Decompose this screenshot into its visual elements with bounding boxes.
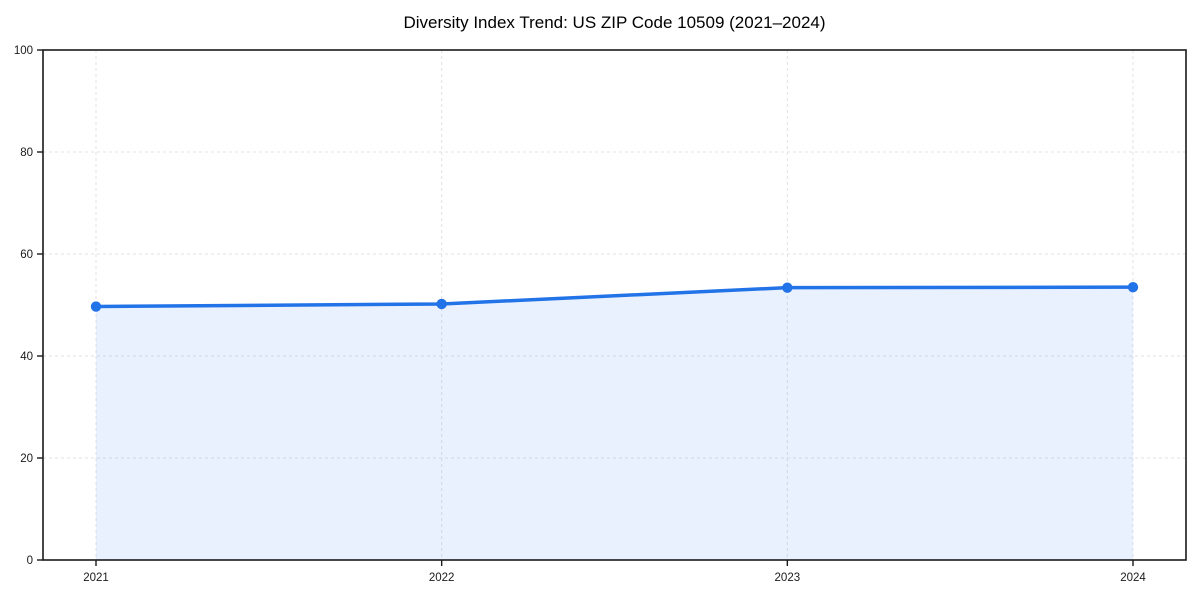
data-line (94, 285, 1135, 309)
x-tick-label: 2022 (429, 572, 455, 584)
x-tick-label: 2021 (83, 572, 109, 584)
x-tick-label: 2023 (775, 572, 801, 584)
y-tick-label: 100 (14, 45, 33, 57)
area-fill (96, 287, 1133, 560)
y-tick-label: 40 (20, 351, 33, 363)
plot-spines (42, 49, 1187, 561)
y-tick-label: 80 (20, 147, 33, 159)
y-tick-label: 0 (27, 555, 33, 567)
chart-title: Diversity Index Trend: US ZIP Code 10509… (403, 13, 826, 32)
y-tick-label: 20 (20, 453, 33, 465)
data-point-marker (782, 282, 793, 293)
data-point-marker (1127, 281, 1139, 293)
x-tick-label: 2024 (1120, 572, 1146, 584)
y-tick-label: 60 (20, 249, 33, 261)
data-point-marker (90, 301, 102, 312)
data-point-marker (436, 298, 447, 310)
